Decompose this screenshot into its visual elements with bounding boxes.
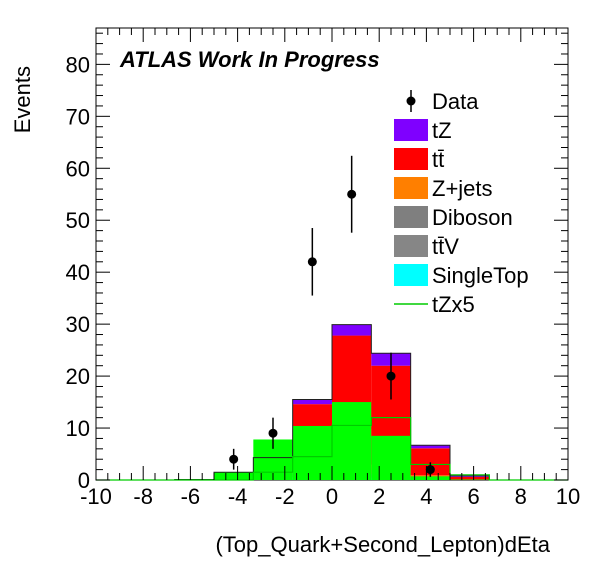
- y-tick-label: 70: [66, 104, 90, 129]
- legend-label: Data: [432, 89, 479, 114]
- data-point: [307, 257, 317, 267]
- data-point: [347, 189, 357, 199]
- legend-swatch: [394, 235, 428, 257]
- y-axis-title: Events: [10, 66, 35, 133]
- x-tick-label: 6: [467, 484, 479, 509]
- x-tick-label: -8: [133, 484, 153, 509]
- legend-swatch: [394, 119, 428, 141]
- legend-swatch: [394, 177, 428, 199]
- data-point: [425, 465, 435, 475]
- y-tick-label: 0: [78, 468, 90, 493]
- legend-swatch: [394, 148, 428, 170]
- bar-tz: [332, 324, 372, 336]
- bar-signal-region: [214, 472, 254, 480]
- x-axis-title: (Top_Quark+Second_Lepton)dEta: [215, 532, 550, 557]
- bar-signal-region: [410, 476, 450, 480]
- x-tick-label: 0: [326, 484, 338, 509]
- data-point: [386, 371, 396, 381]
- legend-label: Diboson: [432, 205, 513, 230]
- x-tick-label: 4: [420, 484, 432, 509]
- y-tick-label: 60: [66, 156, 90, 181]
- bar-tt: [292, 404, 332, 428]
- legend-label: tZ: [432, 118, 452, 143]
- legend-data-marker: [406, 96, 416, 106]
- x-tick-label: 8: [515, 484, 527, 509]
- axes: -10 -8 -6 -4 -2 0 2 4 6 8 10 0 10 20 30 40 50 60 70 80: [66, 28, 580, 509]
- legend-swatch: [394, 206, 428, 228]
- chart-title: ATLAS Work In Progress: [119, 47, 380, 72]
- legend: Data tZ tt̄ Z+jets Diboson tt̄V SingleTop tZx5: [394, 89, 529, 317]
- tzx5-overlay: [96, 417, 568, 481]
- y-tick-label: 30: [66, 312, 90, 337]
- bar-signal-region: [292, 425, 332, 480]
- bar-tt: [450, 476, 490, 480]
- x-tick-label: -10: [80, 484, 112, 509]
- data-points: [229, 155, 435, 477]
- x-tick-label: -2: [275, 484, 295, 509]
- data-point: [229, 454, 239, 464]
- x-tick-label: -6: [181, 484, 201, 509]
- x-tick-label: -4: [228, 484, 248, 509]
- data-point: [268, 428, 278, 438]
- legend-swatch: [394, 264, 428, 286]
- y-tick-label: 50: [66, 208, 90, 233]
- y-tick-label: 80: [66, 52, 90, 77]
- y-tick-label: 40: [66, 260, 90, 285]
- x-tick-label: 2: [373, 484, 385, 509]
- legend-label: Z+jets: [432, 176, 493, 201]
- stacked-histogram: [96, 324, 568, 481]
- legend-label: tt̄V: [432, 234, 459, 259]
- y-tick-label: 20: [66, 364, 90, 389]
- bar-signal-region: [371, 435, 411, 480]
- legend-label: tt̄: [432, 147, 444, 172]
- x-tick-label: 10: [556, 484, 580, 509]
- bar-signal-region: [332, 402, 372, 480]
- bar-signal-region: [450, 479, 490, 480]
- tzx5-line: [96, 417, 568, 481]
- legend-label: SingleTop: [432, 263, 529, 288]
- bar-tz: [410, 445, 450, 449]
- legend-label: tZx5: [432, 292, 475, 317]
- bar-tz: [292, 399, 332, 405]
- y-tick-label: 10: [66, 416, 90, 441]
- bar-tz: [450, 475, 490, 477]
